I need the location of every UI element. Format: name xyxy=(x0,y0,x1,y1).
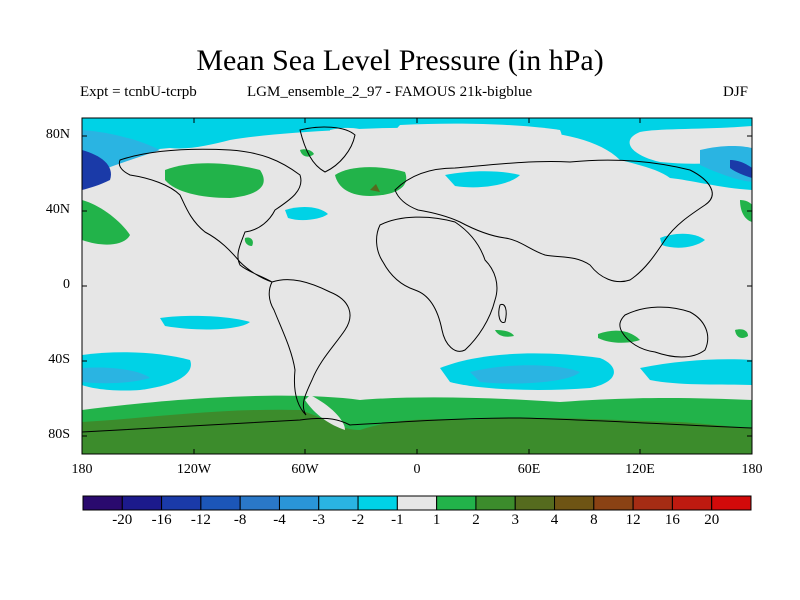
w-atlantic-low xyxy=(285,206,328,221)
colorbar-label: 1 xyxy=(432,512,441,528)
colorbar-label: -8 xyxy=(233,512,247,528)
colorbar-swatch xyxy=(632,495,673,511)
siberia-low xyxy=(445,171,520,188)
colorbar-swatch xyxy=(514,495,556,511)
colorbar-label: 3 xyxy=(511,512,519,528)
greenland-neutral xyxy=(330,127,370,143)
lon-label: 0 xyxy=(413,462,421,477)
lon-label: 180 xyxy=(741,462,763,477)
s-indian-high xyxy=(598,330,640,343)
lon-label: 120E xyxy=(625,462,655,477)
lon-label: 180 xyxy=(71,462,93,477)
colorbar-label: -1 xyxy=(391,512,404,528)
lat-label: 80S xyxy=(48,427,70,442)
colorbar-label: 4 xyxy=(550,512,559,528)
lat-label: 0 xyxy=(63,277,70,292)
small-high-2 xyxy=(244,237,253,246)
map-ticks xyxy=(81,118,753,454)
colorbar-label: 20 xyxy=(704,512,720,528)
colorbar-swatch xyxy=(82,495,123,511)
colorbar-swatch xyxy=(671,495,713,511)
colorbar-label: -16 xyxy=(151,512,172,528)
lon-label: 60W xyxy=(291,462,319,477)
coastlines xyxy=(82,126,752,433)
antarctic-darker-green xyxy=(82,409,752,454)
colorbar-swatch xyxy=(357,495,398,511)
colorbar-swatch xyxy=(593,495,634,511)
sw-pacific-low-core xyxy=(82,367,150,384)
colorbar-swatch xyxy=(436,495,477,511)
colorbar xyxy=(82,495,752,511)
colorbar-swatch xyxy=(121,495,163,511)
colorbar-label: -4 xyxy=(273,512,286,528)
colorbar-swatch xyxy=(475,495,516,511)
colorbar-label: 8 xyxy=(590,512,598,528)
w-pacific-high xyxy=(740,200,752,222)
lat-label: 40S xyxy=(48,352,70,367)
small-high-1 xyxy=(300,149,314,157)
season-label: DJF xyxy=(723,84,749,100)
nw-pacific-small-low xyxy=(660,233,705,248)
n-america-high xyxy=(165,163,264,198)
colorbar-label: 12 xyxy=(625,512,641,528)
colorbar-swatch xyxy=(161,495,202,511)
experiment-label: Expt = tcnbU-tcrpb xyxy=(80,84,197,100)
s-indian-low-core xyxy=(470,365,580,384)
small-high-3 xyxy=(735,329,748,338)
colorbar-swatch xyxy=(711,495,752,511)
n-atlantic-high xyxy=(335,167,407,196)
plot-title: Mean Sea Level Pressure (in hPa) xyxy=(196,44,604,77)
colorbar-swatch xyxy=(318,495,359,511)
run-label: LGM_ensemble_2_97 - FAMOUS 21k-bigblue xyxy=(247,84,533,100)
lon-label: 120W xyxy=(176,462,212,477)
colorbar-swatch xyxy=(239,495,280,511)
small-high-core xyxy=(370,184,380,192)
colorbar-swatch xyxy=(278,495,320,511)
lat-label: 40N xyxy=(45,202,70,217)
colorbar-label: -2 xyxy=(351,512,365,528)
ne-pacific-low-core xyxy=(82,150,111,190)
lat-label: 80N xyxy=(45,127,70,142)
e-pacific-high xyxy=(82,200,130,245)
lon-label: 60E xyxy=(517,462,541,477)
eurasia-neutral xyxy=(391,123,562,181)
north-low-region xyxy=(82,118,752,190)
colorbar-swatch xyxy=(200,495,241,511)
colorbar-label: -12 xyxy=(190,512,211,528)
drake-gap xyxy=(305,395,345,430)
nw-pacific-low-core xyxy=(730,160,752,178)
small-high-4 xyxy=(495,330,514,337)
colorbar-swatch xyxy=(554,495,595,511)
colorbar-swatch xyxy=(396,495,438,511)
colorbar-label: 2 xyxy=(472,512,480,528)
s-pacific-small-low xyxy=(160,315,250,330)
colorbar-label: -20 xyxy=(112,512,133,528)
se-pacific-low xyxy=(640,359,752,385)
colorbar-label: -3 xyxy=(312,512,326,528)
colorbar-label: 16 xyxy=(664,512,680,528)
map-field xyxy=(82,118,752,454)
